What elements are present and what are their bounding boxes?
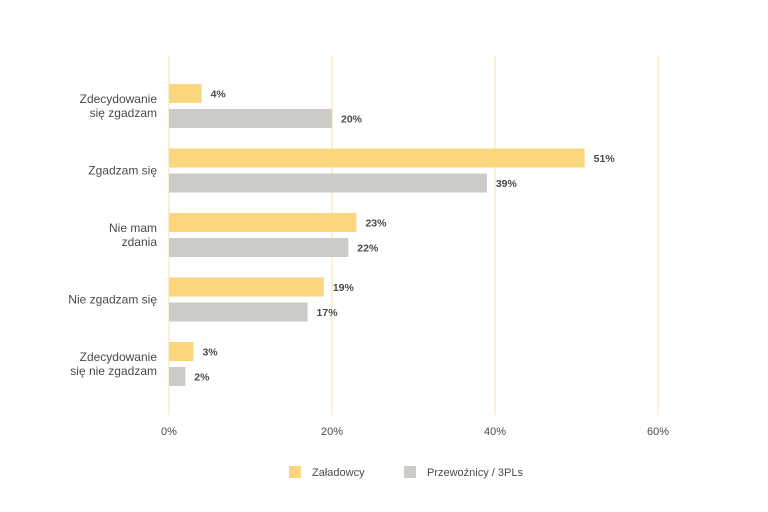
bar-value-label: 23% <box>365 218 387 230</box>
bar <box>169 367 186 386</box>
x-tick-label: 20% <box>321 426 343 438</box>
value-labels: 4% 20% 51% 39% 23% 22% 19% 17% 3% 2% <box>194 89 615 384</box>
bar-value-label: 39% <box>496 178 518 190</box>
bar-value-label: 51% <box>594 153 616 165</box>
category-label: Zdecydowanie się nie zgadzam <box>70 350 157 378</box>
bar <box>169 84 202 103</box>
bar <box>169 173 487 193</box>
legend-label: Przewoźnicy / 3PLs <box>427 467 523 479</box>
category-label: Nie zgadzam się <box>68 293 157 307</box>
legend-label: Załadowcy <box>312 467 365 479</box>
bar <box>169 277 324 297</box>
bar-value-label: 17% <box>317 307 339 319</box>
bar <box>169 302 308 322</box>
bar <box>169 342 194 361</box>
category-label: Nie mam zdania <box>109 221 157 249</box>
category-labels: Zdecydowanie się zgadzam Zgadzam się Nie ma… <box>68 92 157 378</box>
bar-value-label: 4% <box>211 89 227 101</box>
legend-swatch <box>404 466 416 478</box>
bar-value-label: 2% <box>194 372 210 384</box>
bar <box>169 148 585 168</box>
bar <box>169 213 357 232</box>
x-tick-label: 60% <box>647 426 669 438</box>
bar <box>169 238 349 257</box>
legend-swatch <box>289 466 301 478</box>
x-tick-label: 40% <box>484 426 506 438</box>
x-tick-label: 0% <box>161 426 177 438</box>
bar <box>169 109 332 128</box>
x-axis-ticks: 0% 20% 40% 60% <box>161 426 669 438</box>
bar-value-label: 22% <box>357 243 379 255</box>
bar-value-label: 3% <box>202 347 218 359</box>
bar-value-label: 20% <box>341 114 363 126</box>
legend: Załadowcy Przewoźnicy / 3PLs <box>289 466 523 479</box>
bar-value-label: 19% <box>333 282 355 294</box>
bars <box>169 84 585 386</box>
category-label: Zdecydowanie się zgadzam <box>80 92 158 120</box>
category-label: Zgadzam się <box>88 164 157 178</box>
